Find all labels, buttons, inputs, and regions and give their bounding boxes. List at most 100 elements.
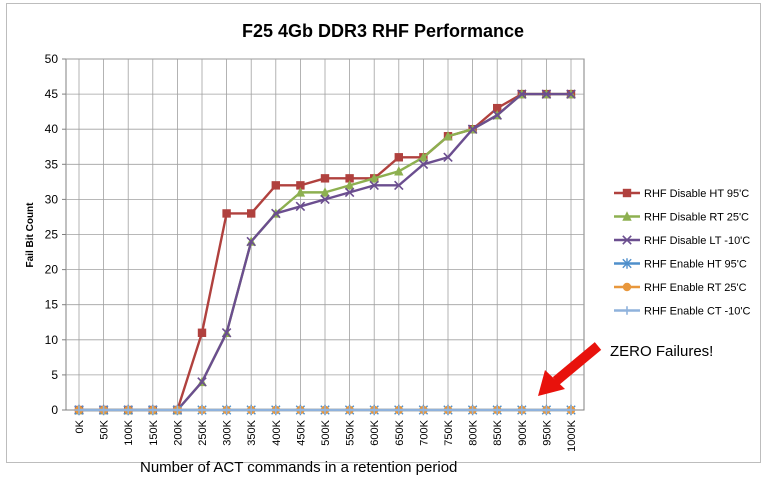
- series-5: [74, 405, 576, 415]
- data-point: [443, 131, 453, 141]
- legend-label: RHF Disable RT 25'C: [644, 212, 749, 224]
- data-point: [124, 405, 133, 415]
- x-tick-label: 150K: [148, 419, 160, 445]
- y-tick-label: 0: [51, 403, 58, 417]
- x-tick-label: 1000K: [566, 419, 578, 451]
- data-point: [99, 405, 108, 415]
- data-point: [517, 89, 527, 99]
- data-point: [222, 405, 231, 415]
- data-point: [344, 187, 355, 198]
- x-axis-label: Number of ACT commands in a retention pe…: [140, 459, 458, 476]
- legend-label: RHF Enable HT 95'C: [644, 259, 747, 271]
- x-tick-label: 100K: [123, 419, 135, 445]
- legend-label: RHF Enable RT 25'C: [644, 282, 747, 294]
- y-axis-label: Fail Bit Count: [25, 202, 36, 268]
- legend-swatch-marker: [622, 258, 632, 269]
- data-point: [517, 405, 526, 415]
- data-point: [394, 405, 403, 415]
- data-point: [197, 377, 207, 387]
- x-tick-label: 50K: [99, 419, 111, 439]
- x-tick-label: 800K: [468, 419, 480, 445]
- x-tick-label: 950K: [541, 419, 553, 445]
- legend-swatch-marker: [622, 211, 632, 221]
- chart-frame: [6, 3, 761, 463]
- data-point: [296, 405, 305, 415]
- data-point: [295, 187, 306, 197]
- data-point: [467, 124, 478, 134]
- data-point: [542, 405, 551, 415]
- data-point: [419, 405, 428, 415]
- data-point: [320, 187, 330, 197]
- data-point: [566, 405, 576, 415]
- legend-swatch-marker: [622, 235, 632, 245]
- data-point: [246, 236, 256, 247]
- x-tick-label: 650K: [394, 419, 406, 445]
- y-tick-label: 30: [45, 192, 59, 206]
- data-point: [271, 208, 281, 219]
- data-point: [74, 405, 84, 415]
- data-point: [221, 328, 232, 338]
- y-tick-label: 5: [51, 368, 58, 382]
- data-point: [443, 152, 453, 163]
- data-point: [493, 405, 502, 415]
- data-point: [369, 180, 379, 191]
- data-point: [394, 153, 403, 162]
- legend-item: RHF Disable RT 25'C: [614, 211, 749, 224]
- data-point: [320, 194, 330, 205]
- x-tick-label: 700K: [418, 419, 430, 445]
- data-point: [345, 405, 354, 415]
- x-tick-label: 200K: [172, 419, 184, 445]
- legend-swatch-marker: [622, 306, 632, 315]
- x-tick-label: 600K: [369, 419, 381, 445]
- data-point: [566, 89, 576, 99]
- y-tick-label: 40: [45, 122, 59, 136]
- y-tick-label: 35: [45, 157, 59, 171]
- data-point: [418, 152, 429, 162]
- annotation-arrow-shaft: [552, 342, 602, 385]
- x-tick-label: 0K: [74, 419, 86, 433]
- legend-label: RHF Disable LT -10'C: [644, 235, 750, 247]
- data-point: [320, 405, 330, 415]
- y-tick-label: 15: [45, 298, 59, 312]
- annotation-arrow-head: [538, 370, 565, 396]
- legend-item: RHF Disable LT -10'C: [614, 235, 750, 247]
- y-tick-label: 45: [45, 87, 59, 101]
- data-point: [492, 110, 502, 120]
- data-point: [468, 405, 477, 415]
- data-point: [197, 405, 207, 415]
- x-tick-label: 750K: [443, 419, 455, 445]
- data-point: [370, 405, 379, 415]
- y-tick-label: 50: [45, 52, 59, 66]
- data-point: [418, 159, 429, 170]
- y-tick-label: 20: [45, 263, 59, 277]
- x-tick-label: 250K: [197, 419, 209, 445]
- data-point: [541, 89, 552, 99]
- data-point: [345, 174, 354, 183]
- data-point: [197, 328, 207, 337]
- chart-title: F25 4Gb DDR3 RHF Performance: [242, 21, 524, 41]
- x-tick-label: 450K: [295, 419, 307, 445]
- legend-item: RHF Enable RT 25'C: [614, 282, 747, 294]
- data-point: [222, 209, 231, 218]
- data-point: [247, 209, 256, 218]
- legend-item: RHF Enable HT 95'C: [614, 258, 747, 271]
- x-tick-label: 900K: [517, 419, 529, 445]
- data-point: [295, 201, 306, 212]
- data-point: [296, 181, 305, 190]
- zero-failures-annotation: ZERO Failures!: [610, 343, 714, 360]
- data-point: [394, 166, 404, 176]
- data-point: [247, 405, 256, 415]
- data-point: [320, 174, 330, 183]
- x-tick-label: 350K: [246, 419, 258, 445]
- data-point: [148, 405, 157, 415]
- legend-label: RHF Disable HT 95'C: [644, 188, 749, 200]
- data-point: [394, 180, 404, 191]
- x-tick-label: 850K: [492, 419, 504, 445]
- legend-item: RHF Enable CT -10'C: [614, 306, 750, 318]
- data-point: [271, 181, 280, 190]
- legend-label: RHF Enable CT -10'C: [644, 306, 750, 318]
- data-point: [369, 173, 379, 183]
- x-tick-label: 550K: [345, 419, 357, 445]
- data-point: [173, 405, 182, 415]
